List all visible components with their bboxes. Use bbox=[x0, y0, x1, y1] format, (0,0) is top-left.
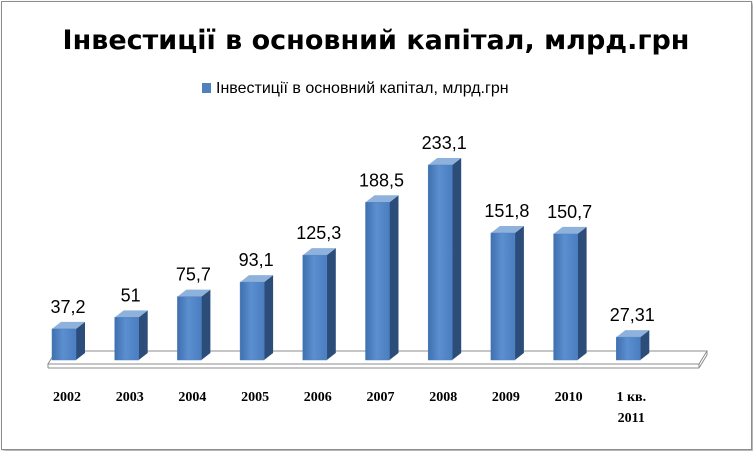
bar-top bbox=[428, 158, 462, 165]
bar bbox=[177, 289, 211, 361]
bar bbox=[427, 158, 462, 361]
x-tick-label: 2009 bbox=[492, 390, 520, 405]
bar-top bbox=[553, 226, 587, 234]
data-label: 233,1 bbox=[422, 133, 467, 153]
bar bbox=[553, 226, 587, 361]
bar bbox=[365, 195, 399, 361]
data-label: 125,3 bbox=[296, 223, 341, 243]
bar-side bbox=[452, 158, 462, 360]
bar bbox=[51, 321, 85, 361]
data-label: 37,2 bbox=[50, 297, 85, 317]
bar-side bbox=[640, 330, 650, 360]
x-tick-label: 2004 bbox=[178, 390, 206, 405]
x-tick-label: 2008 bbox=[429, 390, 457, 405]
x-tick-label: 1 кв. 2011 bbox=[616, 390, 646, 426]
bar bbox=[302, 248, 336, 361]
bar-top bbox=[52, 321, 85, 329]
bar-front bbox=[177, 296, 202, 361]
data-labels-group: 37,2 51 75,7 93,1 125,3 188,5 233,1 151,8 150,7 2… bbox=[50, 133, 654, 325]
data-label: 188,5 bbox=[359, 170, 404, 190]
bar-front bbox=[239, 281, 265, 361]
bar-front bbox=[51, 328, 77, 361]
bar-side bbox=[76, 321, 85, 360]
data-label: 150,7 bbox=[547, 202, 592, 222]
x-tick-label: 2002 bbox=[53, 390, 81, 405]
bar-top bbox=[365, 195, 399, 203]
legend-label: Інвестиції в основний капітал, млрд.грн bbox=[216, 80, 509, 97]
bar-side bbox=[389, 195, 399, 360]
bar-top bbox=[240, 275, 274, 283]
bar-side bbox=[577, 226, 587, 360]
data-label: 93,1 bbox=[239, 250, 274, 270]
chart-title: Інвестиції в основний капітал, млрд.грн bbox=[63, 25, 690, 56]
x-tick-label: 2007 bbox=[367, 390, 395, 405]
bar-front bbox=[365, 202, 390, 361]
bar bbox=[239, 275, 274, 361]
bar-front bbox=[114, 317, 139, 361]
data-label: 151,8 bbox=[484, 201, 529, 221]
bar-top bbox=[490, 226, 524, 234]
bar-front bbox=[302, 254, 328, 361]
floor-edge bbox=[698, 354, 708, 369]
data-label: 27,31 bbox=[610, 305, 655, 325]
x-tick-label: 2005 bbox=[241, 390, 269, 405]
bar-side bbox=[201, 289, 211, 360]
bar-side bbox=[326, 248, 336, 360]
bar-front bbox=[616, 336, 641, 361]
data-label: 75,7 bbox=[176, 265, 211, 285]
legend-swatch bbox=[202, 83, 211, 93]
bar-front bbox=[553, 233, 578, 361]
bar-top bbox=[302, 248, 336, 256]
data-label: 51 bbox=[121, 285, 141, 305]
x-tick-labels-group: 2002 2003 2004 2005 2006 2007 2008 2009 2010 1 кв… bbox=[53, 390, 646, 426]
bar-side bbox=[264, 275, 274, 360]
bar bbox=[616, 330, 650, 361]
legend: Інвестиції в основний капітал, млрд.грн bbox=[202, 80, 509, 97]
bar-side bbox=[138, 310, 148, 360]
bar-top bbox=[616, 330, 650, 338]
bar-front bbox=[490, 232, 516, 361]
bar bbox=[490, 226, 524, 361]
bar-side bbox=[514, 226, 524, 360]
bar-front bbox=[427, 164, 453, 361]
x-tick-label: 2003 bbox=[116, 390, 144, 405]
bar-top bbox=[177, 289, 211, 297]
bar bbox=[114, 310, 148, 361]
x-tick-label: 2006 bbox=[304, 390, 332, 405]
bar-top bbox=[114, 310, 148, 318]
bars-group bbox=[51, 158, 650, 361]
x-tick-label: 2010 bbox=[555, 390, 583, 405]
